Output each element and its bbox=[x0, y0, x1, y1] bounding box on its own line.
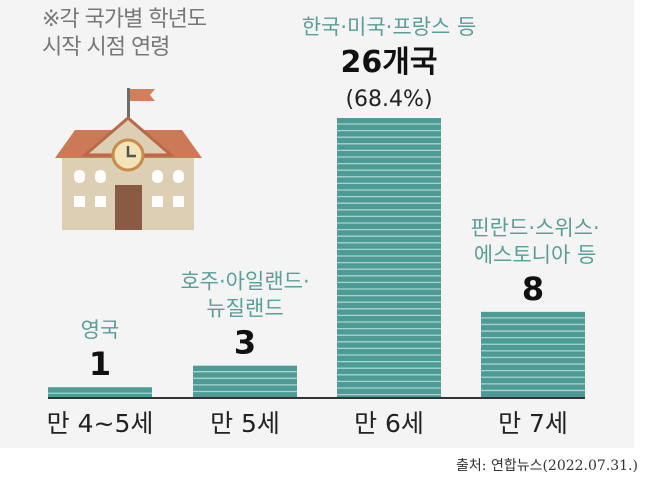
country-annotation: 호주·아일랜드· bbox=[180, 270, 309, 294]
source-note: 출처: 연합뉴스(2022.07.31.) bbox=[456, 458, 638, 474]
country-annotation: 영국 bbox=[81, 318, 120, 342]
x-tick-label: 만 5세 bbox=[210, 409, 280, 438]
x-tick-label: 만 7세 bbox=[498, 409, 568, 438]
country-annotation: 뉴질랜드 bbox=[206, 297, 283, 321]
chart-title: ※각 국가별 학년도 시작 시점 연령 bbox=[42, 6, 207, 62]
x-tick-label: 만 6세 bbox=[354, 409, 424, 438]
x-tick-label: 만 4~5세 bbox=[47, 409, 154, 438]
school-building-icon bbox=[55, 88, 202, 230]
data-label: 26개국 bbox=[341, 45, 438, 80]
country-annotation: 에스토니아 등 bbox=[474, 243, 597, 267]
data-label: 8 bbox=[522, 270, 544, 308]
title-line: 시작 시점 연령 bbox=[42, 35, 170, 60]
data-label: 3 bbox=[234, 324, 256, 362]
data-label: 1 bbox=[89, 345, 111, 383]
bar bbox=[337, 118, 441, 398]
country-annotation: 한국·미국·프랑스 등 bbox=[302, 15, 477, 39]
country-annotation: 핀란드·스위스· bbox=[470, 216, 599, 240]
title-line: ※각 국가별 학년도 bbox=[42, 7, 207, 32]
bar bbox=[193, 365, 297, 398]
percent-label: (68.4%) bbox=[345, 87, 432, 112]
